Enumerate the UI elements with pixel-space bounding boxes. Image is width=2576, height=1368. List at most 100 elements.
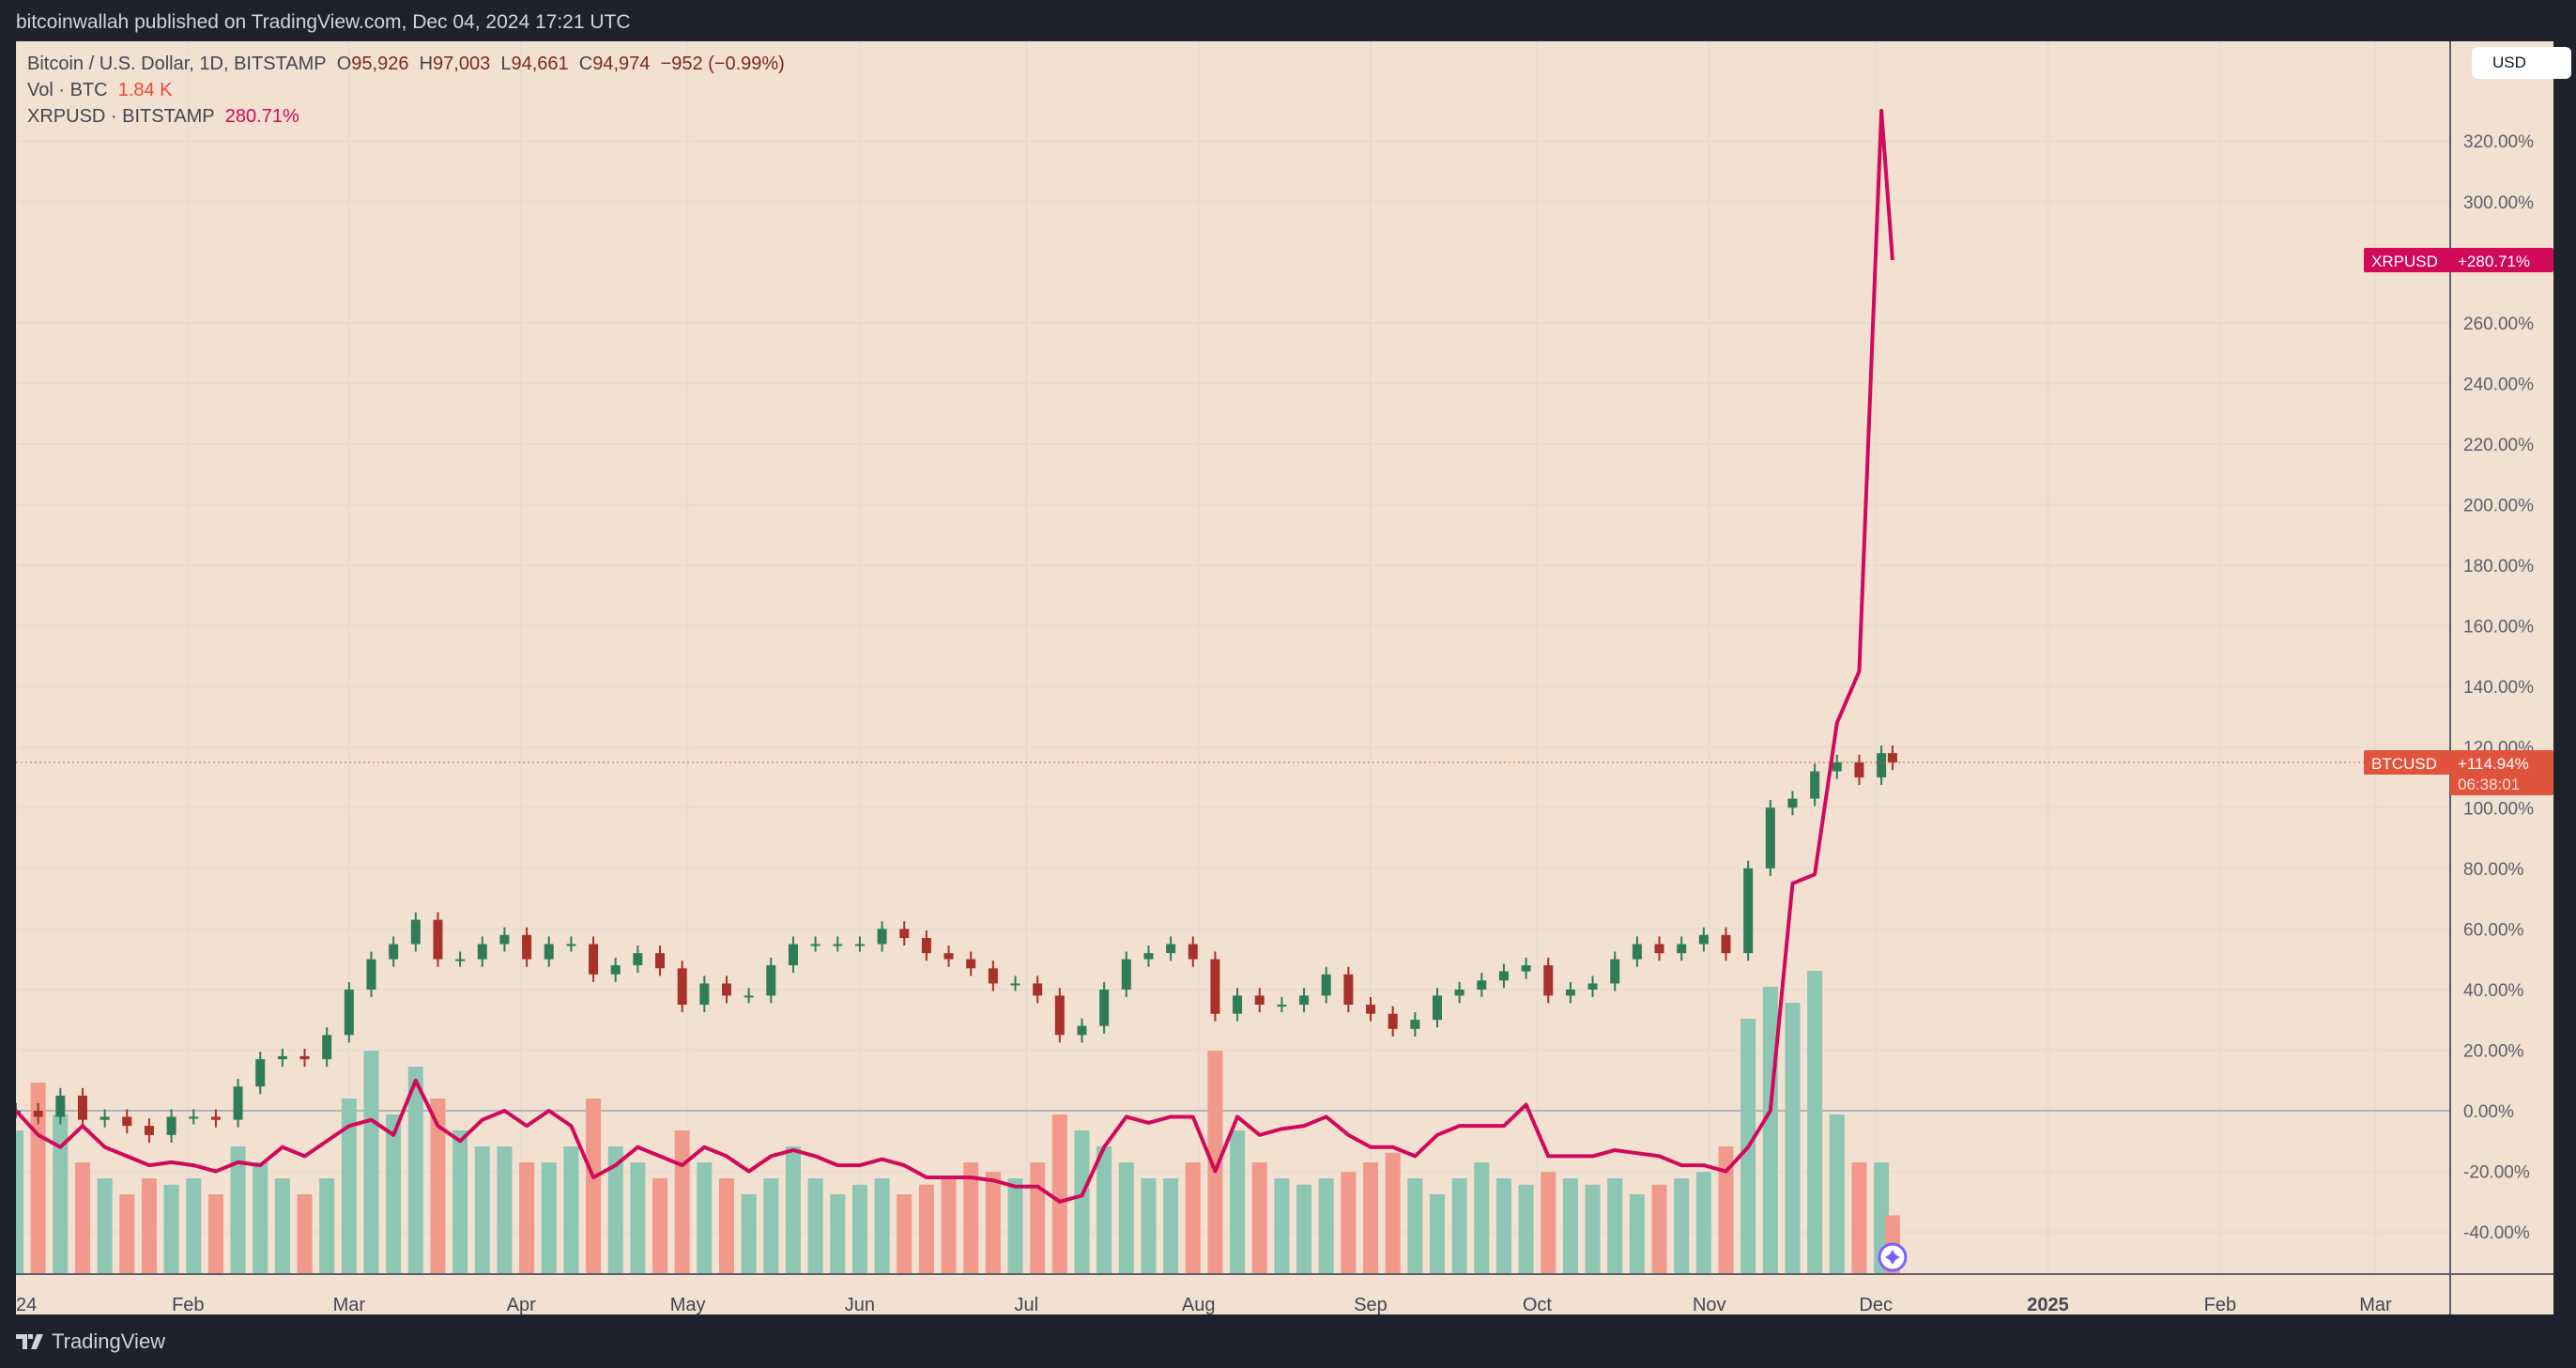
volume-bar [541,1162,557,1274]
volume-bar [1651,1184,1667,1274]
candle-body [1254,995,1265,1006]
tradingview-logo-icon [16,1333,43,1349]
candle-body [1210,959,1220,1014]
candle-body [744,995,754,998]
volume-bar [1718,1146,1734,1274]
volume-bar [341,1099,357,1274]
volume-label: Vol · BTC [27,80,108,100]
legend-main-series[interactable]: Bitcoin / U.S. Dollar, 1D, BITSTAMP O95,… [27,51,785,77]
candle-body [721,983,731,996]
candle-body [988,968,998,984]
open-value: 95,926 [351,54,409,74]
volume-bar [297,1194,313,1274]
candle-body [1654,944,1664,954]
volume-bar [1230,1130,1246,1274]
y-tick-label: 140.00% [2463,678,2534,698]
low-value: 94,661 [511,54,569,74]
y-tick-label: -40.00% [2463,1223,2530,1243]
volume-bar [763,1178,779,1274]
brand-name: TradingView [52,1329,166,1353]
candle-body [455,959,466,961]
volume-bar [16,1130,23,1274]
candle-body [189,1116,199,1119]
candle-body [1565,989,1575,996]
candle-body [233,1086,243,1120]
candle-body [1677,944,1687,954]
xrp-name-label: XRPUSD [2371,253,2438,270]
volume-bar [1385,1152,1401,1274]
volume-bar [452,1130,468,1274]
volume-bar [985,1172,1001,1274]
volume-bar [163,1184,179,1274]
x-tick-label: 2025 [2027,1295,2069,1314]
chart-legend: Bitcoin / U.S. Dollar, 1D, BITSTAMP O95,… [27,51,785,130]
legend-compare[interactable]: XRPUSD · BITSTAMP 280.71% [27,103,785,130]
candle-body [655,953,666,969]
volume-bar [1851,1162,1867,1274]
candle-body [1721,934,1731,954]
legend-volume[interactable]: Vol · BTC 1.84 K [27,77,785,103]
xrp-value-tag [2450,248,2553,273]
candle-body [1121,959,1131,990]
candle-body [1143,953,1154,960]
candle-body [1166,944,1176,954]
volume-bar [1363,1162,1379,1274]
volume-bar [207,1194,223,1274]
volume-bar [474,1146,490,1274]
volume-value: 1.84 K [117,80,173,100]
volume-bar [1607,1178,1623,1274]
candle-body [1587,983,1598,990]
x-tick-label: Nov [1693,1295,1726,1314]
candle-body [499,934,510,945]
close-label: C [578,54,593,74]
volume-bar [1407,1178,1423,1274]
volume-bar [119,1194,135,1274]
volume-bar [141,1178,157,1274]
candle-body [544,944,554,960]
y-tick-label: -20.00% [2463,1163,2530,1183]
candle-body [1033,983,1043,996]
y-tick-label: 320.00% [2463,132,2534,152]
candle-body [1743,868,1754,954]
candle-body [566,944,576,946]
candle-body [699,983,710,1006]
volume-bar [941,1178,957,1274]
change-value: −952 (−0.99%) [660,54,785,74]
currency-button[interactable]: USD [2472,47,2571,79]
volume-bar [1051,1114,1067,1274]
candle-body [210,1116,221,1120]
y-tick-label: 100.00% [2463,799,2534,819]
candle-body [966,959,976,969]
sparkle-icon [1884,1250,1900,1265]
chart-pane[interactable]: 320.00% 300.00% 260.00% 240.00% 220.00% 200.0… [16,41,2571,1314]
volume-bar [1785,1003,1801,1274]
candle-body [1188,944,1198,960]
volume-bar [1163,1178,1179,1274]
close-value: 94,974 [592,54,651,74]
volume-bar [1451,1178,1467,1274]
candle-body [854,944,865,946]
candle-body [943,953,954,960]
symbol-description: Bitcoin / U.S. Dollar, 1D, BITSTAMP [27,54,327,74]
footer: TradingView [16,1314,165,1368]
candle-body [299,1055,310,1060]
volume-bar [807,1178,823,1274]
volume-bar [386,1114,402,1274]
candle-body [1765,807,1775,868]
volume-bar [1185,1162,1201,1274]
y-tick-label: 260.00% [2463,315,2534,334]
volume-bar [1074,1130,1090,1274]
candle-body [1887,753,1897,763]
volume-bar [1274,1178,1290,1274]
x-tick-label: Mar [333,1295,366,1314]
candle-body [344,989,354,1036]
y-tick-label: 160.00% [2463,618,2534,638]
volume-bar [1141,1178,1157,1274]
candle-body [1366,1005,1376,1014]
candle-body [677,968,687,1006]
price-chart[interactable]: 320.00%300.00%260.00%240.00%220.00%200.0… [16,41,2553,1314]
volume-bar [430,1099,446,1274]
candle-body [366,959,376,990]
x-tick-label: Aug [1182,1295,1216,1314]
low-label: L [500,54,512,74]
